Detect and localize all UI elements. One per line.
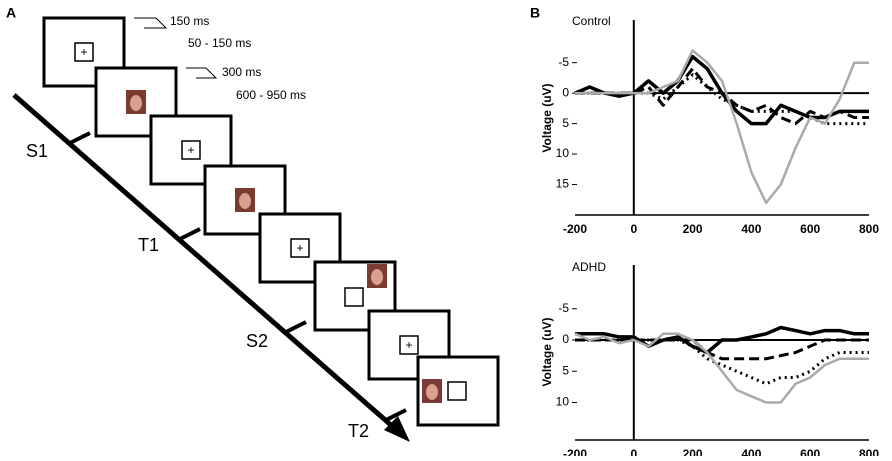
- y-tick-label: 0: [562, 332, 569, 346]
- arrow-head: [384, 416, 410, 442]
- fixation: +: [296, 241, 303, 255]
- panel-label: B: [530, 5, 540, 21]
- screen: [149, 114, 233, 186]
- fixation: +: [405, 338, 412, 352]
- bracket: [134, 17, 168, 29]
- time-arrow: [12, 93, 402, 435]
- y-tick-label: -5: [558, 55, 569, 69]
- x-tick-label: 400: [741, 447, 761, 456]
- x-tick-label: -200: [563, 447, 587, 456]
- erp-line: [575, 49, 869, 205]
- erp-line: [575, 325, 869, 355]
- panel-label: A: [6, 5, 16, 21]
- trial-label: S2: [246, 331, 268, 351]
- y-axis-label: Voltage (uV): [540, 83, 554, 152]
- trial-diagram: 150 ms 50 - 150 ms 300 ms 600 - 950 ms S…: [12, 14, 500, 442]
- y-tick-label: 5: [562, 116, 569, 130]
- tick: [285, 320, 307, 334]
- erp-line: [575, 338, 869, 386]
- x-tick-label: -200: [563, 222, 587, 236]
- timing: 300 ms: [222, 65, 261, 79]
- y-tick-label: 5: [562, 363, 569, 377]
- fixation-box: [181, 140, 201, 160]
- y-tick-label: 0: [562, 85, 569, 99]
- erp-line: [574, 332, 869, 404]
- face-skin: [371, 269, 383, 285]
- face-skin: [426, 384, 438, 400]
- fixation-box: [399, 335, 419, 355]
- y-tick-label: 10: [556, 395, 570, 409]
- trial-label: T1: [138, 235, 159, 255]
- timing: 150 ms: [170, 14, 209, 28]
- tick: [385, 408, 407, 422]
- tick: [69, 131, 91, 145]
- y-tick-label: 15: [556, 177, 570, 191]
- x-tick-label: 200: [683, 447, 703, 456]
- y-axis-label: Voltage (uV): [540, 317, 554, 386]
- x-tick-label: 600: [800, 222, 820, 236]
- chart-title: Control: [572, 14, 611, 28]
- bracket: [186, 67, 218, 79]
- face-skin: [239, 193, 251, 209]
- fixation: +: [187, 143, 194, 157]
- target-box: [447, 381, 467, 401]
- x-tick-label: 200: [683, 222, 703, 236]
- x-tick-label: 0: [630, 447, 637, 456]
- x-tick-label: 400: [741, 222, 761, 236]
- x-tick-label: 800: [859, 447, 879, 456]
- erp-line: [574, 54, 869, 126]
- y-tick-label: 10: [556, 146, 570, 160]
- face-skin: [130, 95, 142, 111]
- x-tick-label: 800: [859, 222, 879, 236]
- timing: 50 - 150 ms: [188, 36, 251, 50]
- timing: 600 - 950 ms: [236, 88, 306, 102]
- fixation-box: [74, 42, 94, 62]
- x-tick-label: 600: [800, 447, 820, 456]
- fixation-box: [290, 238, 310, 258]
- tick: [179, 227, 201, 241]
- y-tick-label: -5: [558, 301, 569, 315]
- target-box: [344, 287, 364, 307]
- trial-label: S1: [26, 141, 48, 161]
- chart-title: ADHD: [572, 260, 606, 274]
- fixation: +: [80, 45, 87, 59]
- trial-label: T2: [348, 421, 369, 441]
- x-tick-label: 0: [630, 222, 637, 236]
